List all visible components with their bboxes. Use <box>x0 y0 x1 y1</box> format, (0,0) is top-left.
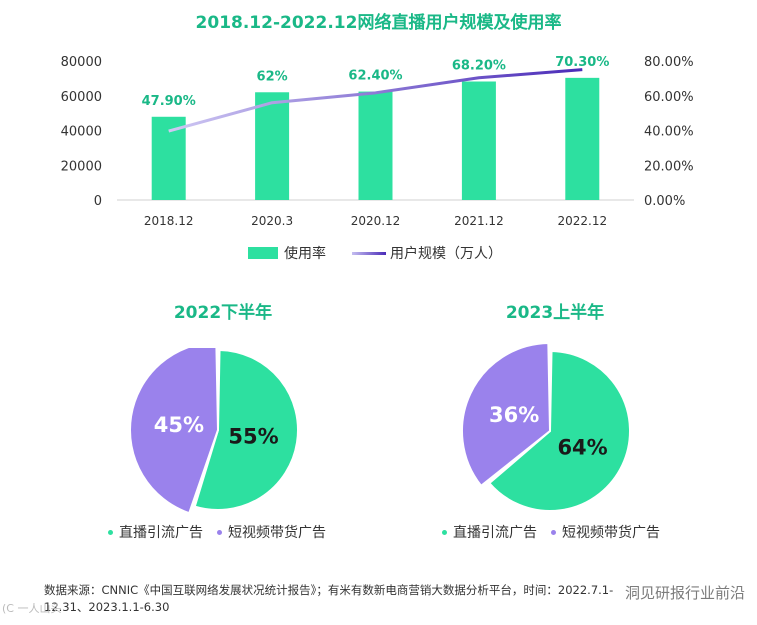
chart-title: 2018.12-2022.12网络直播用户规模及使用率 <box>195 13 562 33</box>
bar-usage-rate <box>461 81 496 200</box>
pie-title-2022h2: 2022下半年 <box>173 303 273 323</box>
left-axis-tick-label: 40000 <box>61 125 102 140</box>
bar-usage-rate <box>255 92 290 200</box>
pie-slice-label: 55% <box>228 425 278 449</box>
legend-item-usage-rate: 使用率 <box>284 246 326 262</box>
legend-dot-live <box>108 529 113 535</box>
pie-chart-2022h2: 55% 45% <box>129 348 299 515</box>
right-axis-tick-label: 0.00% <box>644 194 685 209</box>
pie-slice-label: 36% <box>489 403 539 427</box>
pie-slice <box>461 341 552 488</box>
pie-legend-2023h1: 直播引流广告 短视频带货广告 <box>442 522 660 542</box>
right-axis-tick-label: 40.00% <box>644 125 694 140</box>
bar-usage-rate <box>358 91 393 200</box>
pie-title-2023h1: 2023上半年 <box>505 303 605 323</box>
legend-dot-short-video <box>551 529 556 535</box>
bar-data-label: 62.40% <box>348 69 402 84</box>
bar-data-label: 62% <box>257 69 288 84</box>
left-axis-tick-label: 60000 <box>61 90 102 105</box>
right-axis-tick-label: 60.00% <box>644 90 694 105</box>
pie-slice <box>487 349 631 512</box>
legend-dot-live <box>442 529 447 535</box>
data-source-note: 数据来源：CNNIC《中国互联网络发展状况统计报告》；有米有数新电商营销大数据分… <box>44 582 744 616</box>
left-axis-tick-label: 0 <box>94 194 102 209</box>
pie-legend-2022h2: 直播引流广告 短视频带货广告 <box>108 522 326 542</box>
legend-label-live: 直播引流广告 <box>119 525 203 541</box>
pie-slice <box>193 348 299 511</box>
data-source-line-2: 12.31、2023.1.1-6.30 <box>44 600 170 614</box>
line-user-scale <box>168 68 583 133</box>
x-axis-tick-label: 2021.12 <box>454 214 504 228</box>
bar-usage-rate <box>565 77 600 200</box>
right-axis-tick-label: 80.00% <box>644 55 694 70</box>
bar-data-label: 70.30% <box>555 55 609 70</box>
x-axis-tick-label: 2022.12 <box>557 214 607 228</box>
data-source-line-1: 数据来源：CNNIC《中国互联网络发展状况统计报告》；有米有数新电商营销大数据分… <box>44 583 614 597</box>
bar-line-chart: 80000 60000 40000 20000 0 80.00% 60.00% 40.00% 2… <box>61 55 694 228</box>
legend-label-short-video: 短视频带货广告 <box>562 525 660 541</box>
legend-label-short-video: 短视频带货广告 <box>228 525 326 541</box>
pie-chart-2023h1: 64% 36% <box>461 341 631 512</box>
x-axis-tick-label: 2020.12 <box>351 214 401 228</box>
x-axis-tick-label: 2018.12 <box>144 214 194 228</box>
right-axis-tick-label: 20.00% <box>644 159 694 174</box>
bar-data-label: 47.90% <box>142 94 196 109</box>
left-axis-tick-label: 20000 <box>61 159 102 174</box>
x-axis-tick-label: 2020.3 <box>251 214 293 228</box>
legend-label-live: 直播引流广告 <box>453 525 537 541</box>
chart-legend: 使用率 用户规模（万人） <box>248 243 502 263</box>
watermark-left: (C 一人山头 <box>2 602 62 615</box>
pie-slice <box>129 348 220 515</box>
legend-dot-short-video <box>217 529 222 535</box>
pie-slice-label: 64% <box>557 435 607 459</box>
watermark: 洞见研报行业前沿 <box>622 582 747 603</box>
left-axis-tick-label: 80000 <box>61 55 102 70</box>
legend-line-swatch <box>352 251 386 255</box>
legend-item-user-scale: 用户规模（万人） <box>390 246 502 262</box>
bar-data-label: 68.20% <box>452 59 506 74</box>
legend-bar-swatch <box>248 247 278 259</box>
pie-slice-label: 45% <box>154 413 204 437</box>
